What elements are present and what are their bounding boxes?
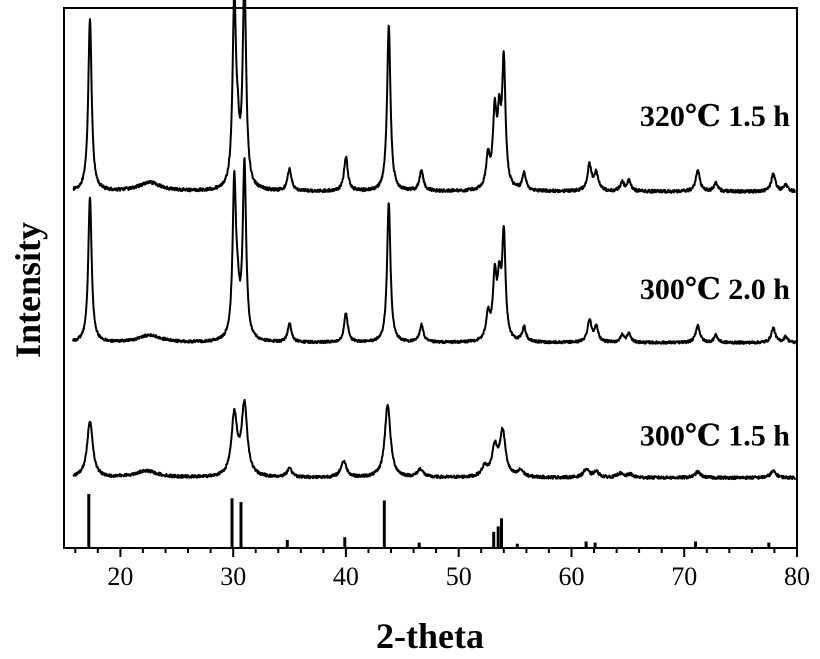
plot-frame — [63, 7, 798, 549]
x-tick-label: 40 — [333, 562, 359, 591]
x-tick-label: 80 — [784, 562, 810, 591]
series-label: 320℃ 1.5 h — [640, 100, 790, 133]
x-tick-label: 70 — [671, 562, 697, 591]
series-labels: 320℃ 1.5 h 300℃ 2.0 h 300℃ 1.5 h — [640, 100, 790, 452]
x-tick-label: 20 — [107, 562, 133, 591]
x-tick-label: 30 — [220, 562, 246, 591]
x-axis-ticks: 20 30 40 50 60 70 80 — [74, 548, 810, 591]
series-label: 300℃ 1.5 h — [640, 419, 790, 452]
series-line — [72, 157, 797, 345]
series-label: 300℃ 2.0 h — [640, 273, 790, 306]
reference-pattern — [87, 494, 771, 548]
x-tick-label: 60 — [559, 562, 585, 591]
y-axis-label: Intensity — [8, 222, 48, 358]
series-line — [72, 0, 797, 194]
plot-area — [72, 0, 797, 481]
series-line — [72, 398, 797, 481]
x-axis-label: 2-theta — [376, 616, 484, 656]
x-tick-label: 50 — [446, 562, 472, 591]
